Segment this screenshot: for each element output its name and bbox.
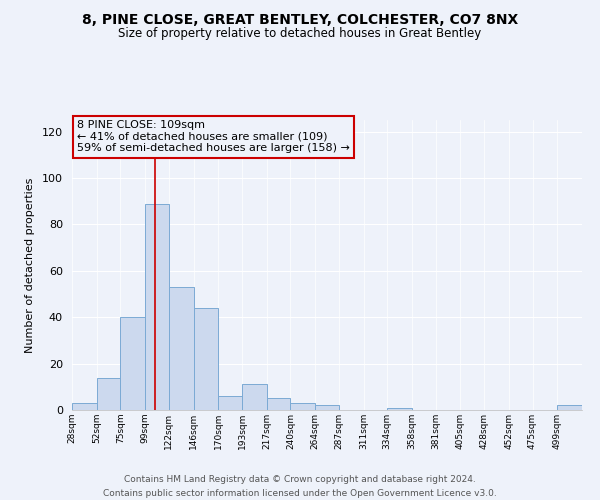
Text: 8 PINE CLOSE: 109sqm
← 41% of detached houses are smaller (109)
59% of semi-deta: 8 PINE CLOSE: 109sqm ← 41% of detached h… xyxy=(77,120,350,153)
Bar xyxy=(97,378,121,410)
Bar xyxy=(169,287,194,410)
Bar xyxy=(121,317,145,410)
Bar xyxy=(194,308,218,410)
Bar xyxy=(218,396,242,410)
Bar xyxy=(242,384,267,410)
Text: 8, PINE CLOSE, GREAT BENTLEY, COLCHESTER, CO7 8NX: 8, PINE CLOSE, GREAT BENTLEY, COLCHESTER… xyxy=(82,12,518,26)
Bar xyxy=(267,398,290,410)
Y-axis label: Number of detached properties: Number of detached properties xyxy=(25,178,35,352)
Bar xyxy=(557,406,582,410)
Bar xyxy=(72,403,97,410)
Bar xyxy=(290,403,315,410)
Bar xyxy=(315,406,339,410)
Text: Contains HM Land Registry data © Crown copyright and database right 2024.
Contai: Contains HM Land Registry data © Crown c… xyxy=(103,476,497,498)
Bar xyxy=(387,408,412,410)
Text: Size of property relative to detached houses in Great Bentley: Size of property relative to detached ho… xyxy=(118,28,482,40)
Bar xyxy=(145,204,169,410)
